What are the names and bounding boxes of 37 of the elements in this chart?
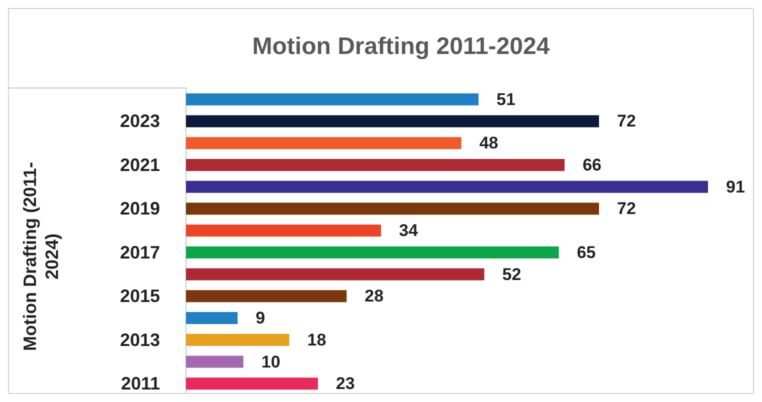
bar xyxy=(186,246,559,258)
chart-title: Motion Drafting 2011-2024 xyxy=(252,33,550,60)
data-label: 28 xyxy=(364,286,384,306)
data-label: 91 xyxy=(726,177,745,196)
data-label: 52 xyxy=(502,264,522,284)
y-tick-label: 2017 xyxy=(120,242,160,262)
data-label: 72 xyxy=(617,112,636,131)
data-label: 72 xyxy=(617,199,636,218)
bar xyxy=(186,334,290,346)
data-label: 9 xyxy=(256,308,266,328)
bar xyxy=(186,115,600,128)
data-label: 18 xyxy=(307,330,326,350)
bar xyxy=(186,93,479,106)
y-axis-title: Motion Drafting (2011-2024) xyxy=(20,162,62,352)
bar xyxy=(186,180,708,193)
y-tick-label: 2013 xyxy=(120,330,160,350)
data-label: 34 xyxy=(399,221,418,240)
data-label: 23 xyxy=(336,374,355,394)
bar xyxy=(186,290,347,302)
data-label: 51 xyxy=(496,90,516,109)
y-tick-label: 2015 xyxy=(120,286,160,306)
data-label: 65 xyxy=(576,242,596,262)
bar xyxy=(186,224,382,237)
bar xyxy=(186,356,244,368)
data-label: 66 xyxy=(582,155,602,174)
bar xyxy=(186,378,318,390)
bar xyxy=(186,312,238,324)
bar xyxy=(186,158,565,171)
bar xyxy=(186,202,600,215)
y-tick-label: 2023 xyxy=(120,111,160,132)
data-label: 10 xyxy=(261,352,280,372)
bar xyxy=(186,137,462,150)
y-tick-label: 2011 xyxy=(120,374,160,394)
data-label: 48 xyxy=(479,134,498,153)
bar xyxy=(186,268,484,280)
y-tick-label: 2019 xyxy=(120,198,160,219)
y-tick-label: 2021 xyxy=(120,154,160,175)
